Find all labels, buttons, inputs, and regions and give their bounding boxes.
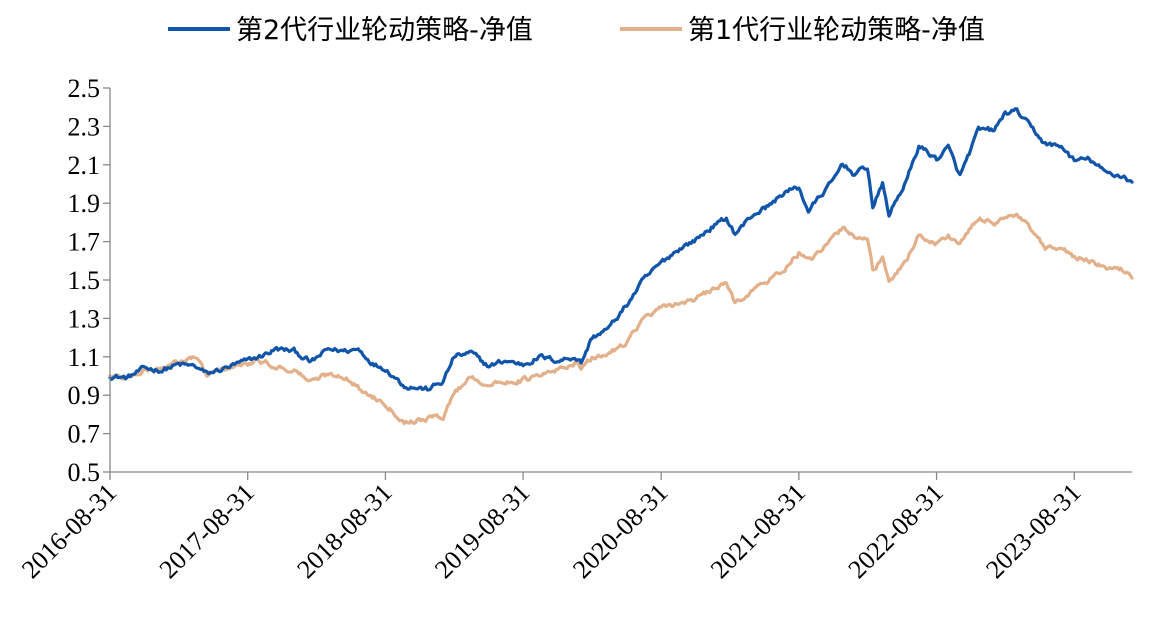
y-tick-label: 0.5 <box>68 458 101 487</box>
y-tick-label: 1.3 <box>68 304 101 333</box>
y-tick-label: 0.9 <box>68 381 101 410</box>
axes: 0.5 0.7 0.9 1.1 1.3 1.5 1.7 1.9 2.1 2.3 2.5 2016-08… <box>16 74 1132 584</box>
y-tick-label: 2.1 <box>68 151 101 180</box>
x-tick-label: 2020-08-31 <box>567 478 673 584</box>
series-line-strategy-2 <box>108 107 1134 392</box>
y-tick-label: 1.7 <box>68 228 101 257</box>
y-tick-label: 0.7 <box>68 420 101 449</box>
series-line-strategy-1 <box>108 212 1134 426</box>
x-tick-label: 2016-08-31 <box>16 478 122 584</box>
y-tick-label: 2.3 <box>68 112 101 141</box>
legend-label-strategy-1: 第1代行业轮动策略-净值 <box>688 15 985 46</box>
x-tick-label: 2019-08-31 <box>429 478 535 584</box>
legend-label-strategy-2: 第2代行业轮动策略-净值 <box>236 15 533 46</box>
x-tick-label: 2017-08-31 <box>154 478 260 584</box>
y-tick-label: 2.5 <box>68 74 101 103</box>
y-tick-label: 1.1 <box>68 343 101 372</box>
legend: 第2代行业轮动策略-净值 第1代行业轮动策略-净值 <box>168 15 985 46</box>
x-tick-label: 2018-08-31 <box>291 478 397 584</box>
x-tick-label: 2022-08-31 <box>843 478 949 584</box>
series-layer <box>108 107 1134 426</box>
x-tick-label: 2021-08-31 <box>705 478 811 584</box>
y-tick-label: 1.5 <box>68 266 101 295</box>
x-tick-label: 2023-08-31 <box>980 478 1086 584</box>
y-tick-label: 1.9 <box>68 189 101 218</box>
